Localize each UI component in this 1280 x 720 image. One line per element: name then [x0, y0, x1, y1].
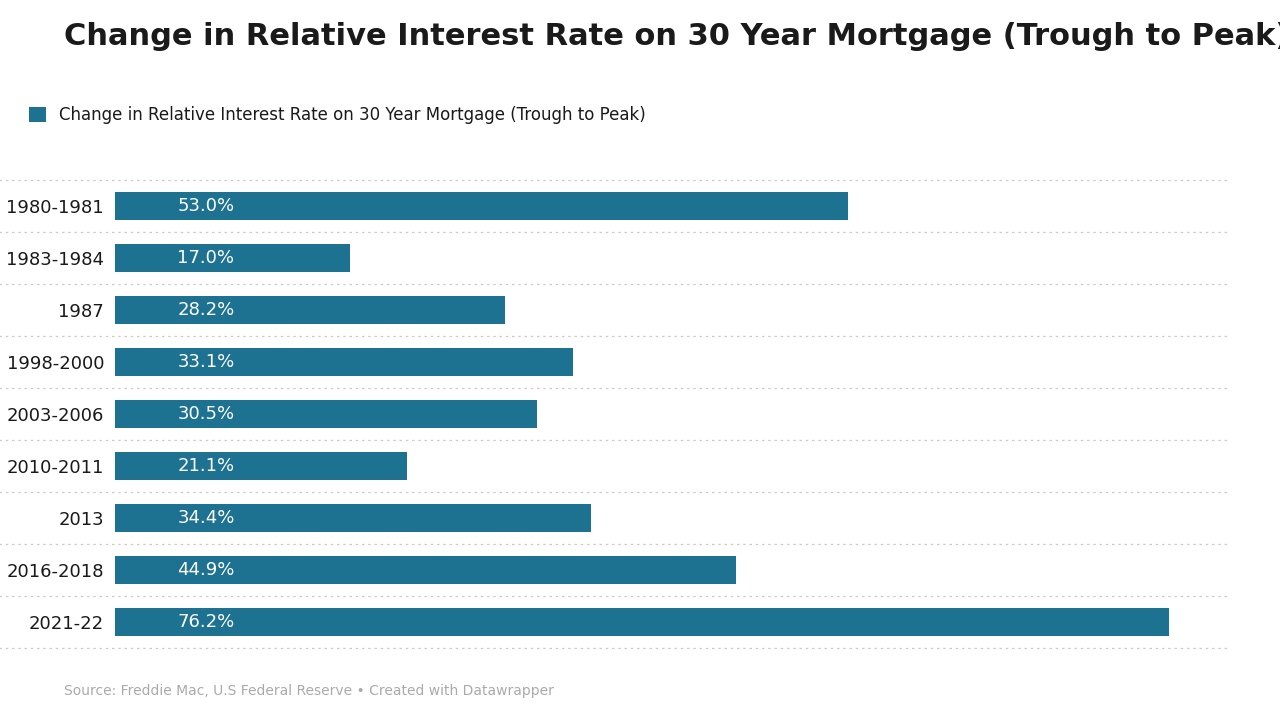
- Text: 30.5%: 30.5%: [178, 405, 234, 423]
- Bar: [115, 451, 407, 480]
- Bar: [115, 192, 849, 220]
- Text: 44.9%: 44.9%: [178, 561, 234, 579]
- Text: Change in Relative Interest Rate on 30 Year Mortgage (Trough to Peak) - Freddie : Change in Relative Interest Rate on 30 Y…: [64, 22, 1280, 50]
- Text: Source: Freddie Mac, U.S Federal Reserve • Created with Datawrapper: Source: Freddie Mac, U.S Federal Reserve…: [64, 685, 554, 698]
- Text: 33.1%: 33.1%: [178, 353, 234, 371]
- Bar: [115, 504, 591, 532]
- Bar: [115, 556, 736, 585]
- Text: 21.1%: 21.1%: [178, 457, 234, 475]
- Text: 76.2%: 76.2%: [178, 613, 234, 631]
- Bar: [115, 608, 1170, 636]
- Text: 17.0%: 17.0%: [178, 249, 234, 267]
- Bar: [115, 400, 538, 428]
- Legend: Change in Relative Interest Rate on 30 Year Mortgage (Trough to Peak): Change in Relative Interest Rate on 30 Y…: [29, 107, 645, 125]
- Text: 28.2%: 28.2%: [178, 301, 234, 319]
- Text: 53.0%: 53.0%: [178, 197, 234, 215]
- Text: 34.4%: 34.4%: [178, 509, 234, 527]
- Bar: [115, 243, 351, 272]
- Bar: [115, 348, 573, 377]
- Bar: [115, 296, 506, 324]
